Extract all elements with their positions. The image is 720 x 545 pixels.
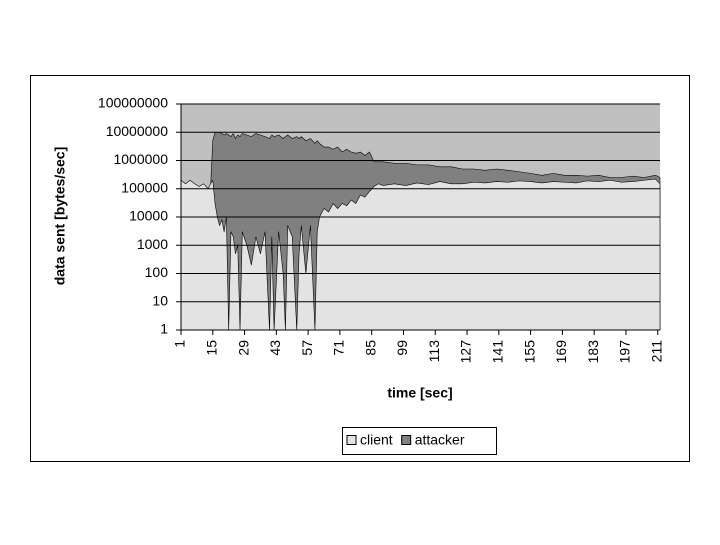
x-tick-label: 57 xyxy=(299,340,315,356)
y-tick-label: 100000 xyxy=(121,179,168,195)
x-tick-label: 29 xyxy=(235,340,251,356)
legend-label: client xyxy=(360,432,393,448)
y-tick-label: 10000 xyxy=(129,208,168,224)
x-tick-label: 85 xyxy=(362,340,378,356)
y-tick-label: 1000 xyxy=(137,236,168,252)
legend-box xyxy=(342,427,497,455)
y-tick-label: 10000000 xyxy=(106,123,169,139)
x-tick-label: 127 xyxy=(458,340,474,364)
x-tick-label: 15 xyxy=(203,340,219,356)
x-tick-label: 71 xyxy=(331,340,347,356)
x-tick-label: 183 xyxy=(585,340,601,364)
x-tick-label: 113 xyxy=(426,340,442,363)
x-tick-label: 197 xyxy=(617,340,633,364)
y-tick-label: 100 xyxy=(145,264,169,280)
x-tick-label: 43 xyxy=(267,340,283,356)
legend-swatch xyxy=(346,435,357,445)
y-axis-title: data sent [bytes/sec] xyxy=(52,147,68,286)
x-tick-label: 1 xyxy=(172,340,188,348)
x-tick-label: 99 xyxy=(394,340,410,356)
x-tick-label: 211 xyxy=(648,340,664,363)
x-tick-label: 169 xyxy=(553,340,569,364)
legend-swatch xyxy=(401,435,412,445)
axes xyxy=(176,103,660,335)
y-tick-label: 1000000 xyxy=(113,151,168,167)
x-tick-label: 155 xyxy=(521,340,537,364)
y-tick-label: 1 xyxy=(160,321,168,337)
y-tick-label: 10 xyxy=(152,292,168,308)
x-tick-label: 141 xyxy=(490,340,506,364)
legend-label: attacker xyxy=(415,432,465,448)
y-tick-label: 100000000 xyxy=(98,95,168,111)
x-axis-title: time [sec] xyxy=(387,385,452,401)
